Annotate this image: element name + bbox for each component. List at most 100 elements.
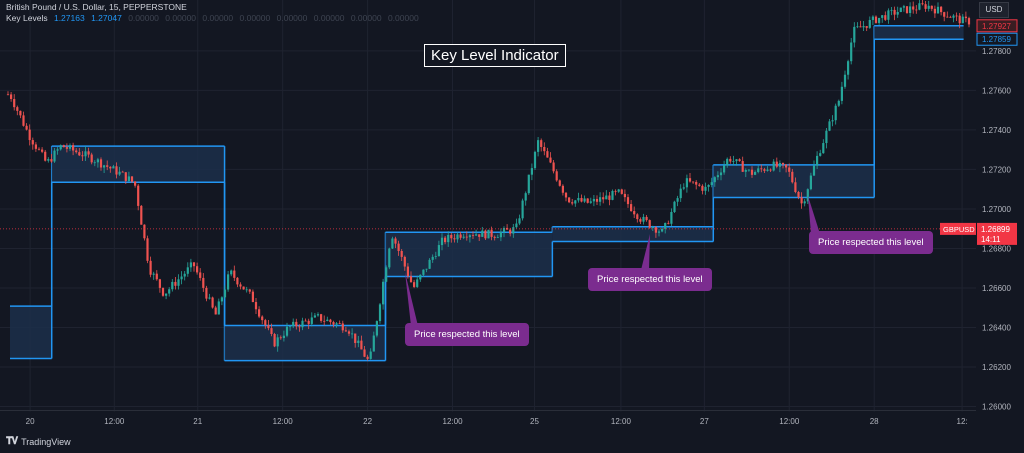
candle-300 xyxy=(936,6,940,14)
candle-73 xyxy=(233,270,236,278)
candle-297 xyxy=(927,5,930,9)
candle-242 xyxy=(757,168,760,172)
candle-125 xyxy=(394,238,397,244)
candle-237 xyxy=(741,161,744,172)
candle-142 xyxy=(447,234,450,243)
candle-190 xyxy=(595,198,599,202)
candle-110 xyxy=(347,331,351,334)
candle-261 xyxy=(816,155,819,166)
candle-25 xyxy=(84,151,87,157)
candle-33 xyxy=(109,166,112,169)
time-tick-2: 21 xyxy=(193,417,202,426)
candle-191 xyxy=(599,197,602,202)
candle-178 xyxy=(558,180,561,186)
candle-308 xyxy=(961,16,964,24)
candle-38 xyxy=(124,172,127,181)
candle-216 xyxy=(676,198,679,202)
indicator-legend[interactable]: Key Levels 1.27163 1.27047 0.00000 0.000… xyxy=(6,13,423,24)
candle-249 xyxy=(778,163,781,167)
candle-147 xyxy=(462,236,465,238)
candle-180 xyxy=(564,192,568,198)
candle-196 xyxy=(614,190,617,192)
callout-1: Price respected this level xyxy=(405,323,529,346)
candle-64 xyxy=(205,287,208,299)
candle-134 xyxy=(422,269,425,275)
current-price-badge xyxy=(977,222,1017,245)
price-tick-9: 1.27800 xyxy=(982,47,1011,56)
candle-109 xyxy=(344,330,347,332)
time-tick-7: 12:00 xyxy=(611,417,632,426)
key-level-zone-5 xyxy=(713,164,875,198)
candle-290 xyxy=(905,6,909,13)
candle-0 xyxy=(6,94,10,96)
candle-88 xyxy=(279,337,282,339)
candle-37 xyxy=(121,171,124,173)
candle-66 xyxy=(211,297,214,308)
candle-47 xyxy=(152,273,155,275)
candle-39 xyxy=(127,176,130,181)
candle-14 xyxy=(50,159,53,162)
candle-46 xyxy=(149,260,152,275)
candle-143 xyxy=(450,234,453,239)
candle-266 xyxy=(831,120,834,122)
candle-40 xyxy=(130,176,134,182)
candle-30 xyxy=(99,159,103,168)
indicator-name: Key Levels xyxy=(6,13,48,23)
candle-276 xyxy=(862,26,865,28)
candle-248 xyxy=(775,161,778,167)
currency-button[interactable]: USD xyxy=(979,2,1009,18)
candle-7 xyxy=(28,129,31,141)
candle-177 xyxy=(555,171,558,181)
candle-34 xyxy=(112,166,115,169)
candle-21 xyxy=(72,145,75,151)
candle-305 xyxy=(952,15,955,18)
candle-80 xyxy=(254,302,258,310)
candle-301 xyxy=(940,6,943,13)
candle-203 xyxy=(636,214,639,220)
candle-239 xyxy=(747,169,750,171)
callout-3-pointer xyxy=(808,196,820,234)
candle-55 xyxy=(177,279,180,286)
candle-193 xyxy=(605,195,608,200)
candle-52 xyxy=(168,289,171,294)
candle-174 xyxy=(546,151,549,158)
time-tick-8: 27 xyxy=(700,417,709,426)
price-tick-5: 1.27000 xyxy=(982,205,1011,214)
candle-295 xyxy=(921,3,924,5)
candle-206 xyxy=(645,216,648,221)
candle-280 xyxy=(874,16,878,23)
time-tick-4: 22 xyxy=(363,417,372,426)
symbol-title[interactable]: British Pound / U.S. Dollar, 15, PEPPERS… xyxy=(6,2,187,12)
candle-278 xyxy=(868,19,871,28)
indicator-value-8: 0.00000 xyxy=(313,13,345,23)
candle-138 xyxy=(434,256,437,257)
candle-146 xyxy=(459,234,462,238)
candle-120 xyxy=(378,304,382,322)
candle-132 xyxy=(416,279,419,287)
candle-253 xyxy=(791,171,794,183)
candle-48 xyxy=(155,273,158,280)
candle-221 xyxy=(692,181,695,183)
candle-250 xyxy=(781,163,785,165)
candle-169 xyxy=(530,168,533,175)
key-level-zone-6 xyxy=(874,25,964,40)
candle-102 xyxy=(323,320,326,322)
time-tick-11: 12: xyxy=(957,417,968,426)
indicator-value-9: 0.00000 xyxy=(350,13,382,23)
candle-123 xyxy=(388,248,391,268)
callout-1-pointer xyxy=(405,272,418,326)
candle-264 xyxy=(825,130,828,144)
candle-259 xyxy=(809,175,812,190)
candle-158 xyxy=(496,237,499,239)
candle-8 xyxy=(31,140,34,145)
footer[interactable]: 𝐓𝐕 TradingView xyxy=(6,436,71,447)
candle-204 xyxy=(639,219,642,222)
candle-288 xyxy=(899,7,902,13)
candle-93 xyxy=(295,321,298,327)
candle-240 xyxy=(750,169,754,175)
indicator-value-1: 1.27163 xyxy=(53,13,85,23)
symbol-badge-text: GBPUSD xyxy=(943,225,975,234)
indicator-value-2: 1.27047 xyxy=(91,13,122,23)
candle-19 xyxy=(65,147,68,149)
